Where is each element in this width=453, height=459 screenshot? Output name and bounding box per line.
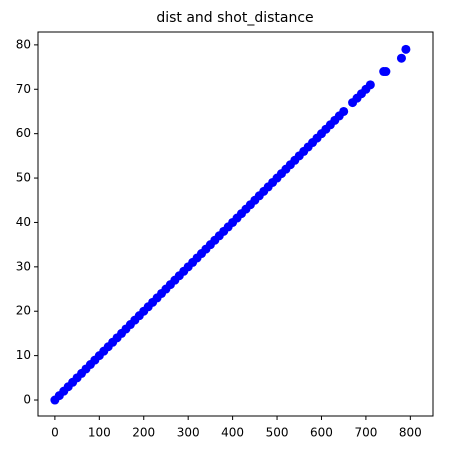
x-tick-label: 700 [354,426,377,440]
x-tick-label: 500 [266,426,289,440]
plot-frame [37,31,434,417]
point [339,106,349,116]
y-tick-label: 50 [16,171,31,185]
y-tick-label: 80 [16,37,31,51]
y-tick-label: 70 [16,82,31,96]
y-tick-label: 0 [23,393,31,407]
x-tick-label: 800 [399,426,422,440]
x-tick-label: 0 [51,426,59,440]
chart-title: dist and shot_distance [156,10,313,26]
y-tick-label: 30 [16,259,31,273]
y-tick-label: 40 [16,215,31,229]
y-tick-label: 60 [16,126,31,140]
x-tick-label: 100 [88,426,111,440]
x-tick-label: 300 [177,426,200,440]
y-tick-label: 10 [16,348,31,362]
x-tick-label: 200 [132,426,155,440]
x-tick-label: 400 [221,426,244,440]
point [381,67,391,77]
point [396,53,406,63]
point [365,80,375,90]
point [401,44,411,54]
y-tick-label: 20 [16,304,31,318]
x-tick-label: 600 [310,426,333,440]
